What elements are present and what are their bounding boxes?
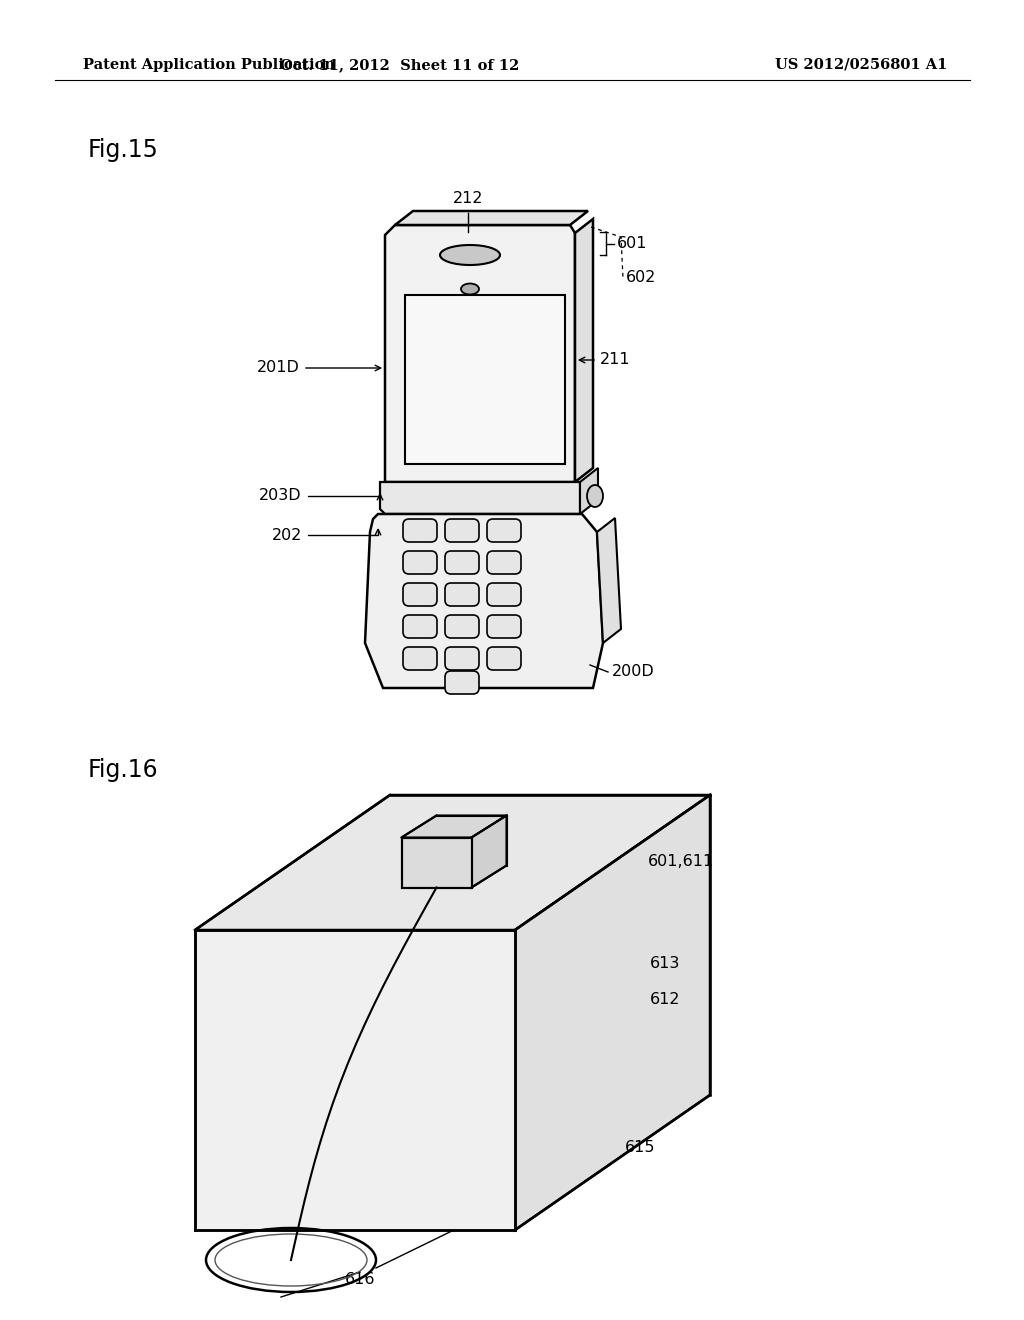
Polygon shape [401,837,471,887]
Text: 202: 202 [271,528,302,543]
FancyBboxPatch shape [403,550,437,574]
FancyBboxPatch shape [445,550,479,574]
Polygon shape [401,816,507,837]
Text: 601: 601 [617,236,647,251]
Text: Oct. 11, 2012  Sheet 11 of 12: Oct. 11, 2012 Sheet 11 of 12 [281,58,520,73]
Ellipse shape [587,484,603,507]
Polygon shape [515,795,710,1230]
FancyBboxPatch shape [445,615,479,638]
Text: 201D: 201D [257,360,300,375]
FancyBboxPatch shape [487,550,521,574]
FancyBboxPatch shape [445,583,479,606]
Polygon shape [580,469,598,513]
Polygon shape [195,931,515,1230]
FancyBboxPatch shape [445,671,479,694]
Polygon shape [395,211,588,224]
FancyBboxPatch shape [487,583,521,606]
Text: 602: 602 [626,271,656,285]
FancyBboxPatch shape [403,583,437,606]
FancyBboxPatch shape [487,519,521,543]
Polygon shape [471,816,507,887]
Text: 613: 613 [650,956,680,970]
FancyBboxPatch shape [445,647,479,671]
Text: Fig.16: Fig.16 [88,758,159,781]
FancyBboxPatch shape [487,647,521,671]
Polygon shape [365,513,603,688]
Polygon shape [575,219,593,482]
Polygon shape [380,482,580,513]
Text: 212: 212 [453,191,483,206]
Text: Patent Application Publication: Patent Application Publication [83,58,335,73]
Bar [406,294,565,465]
Text: 616: 616 [345,1272,375,1287]
Text: Fig.15: Fig.15 [88,139,159,162]
Text: US 2012/0256801 A1: US 2012/0256801 A1 [775,58,947,73]
Text: 601,611: 601,611 [648,854,715,870]
Ellipse shape [440,246,500,265]
FancyBboxPatch shape [403,647,437,671]
Text: 200D: 200D [612,664,654,680]
Text: 615: 615 [625,1140,655,1155]
Text: 203D: 203D [259,488,302,503]
Polygon shape [597,517,621,643]
FancyBboxPatch shape [487,615,521,638]
FancyBboxPatch shape [445,519,479,543]
FancyBboxPatch shape [403,519,437,543]
Polygon shape [385,224,575,482]
Ellipse shape [461,284,479,294]
Text: 211: 211 [600,352,631,367]
FancyBboxPatch shape [403,615,437,638]
Text: 612: 612 [650,993,681,1007]
Polygon shape [195,795,710,931]
